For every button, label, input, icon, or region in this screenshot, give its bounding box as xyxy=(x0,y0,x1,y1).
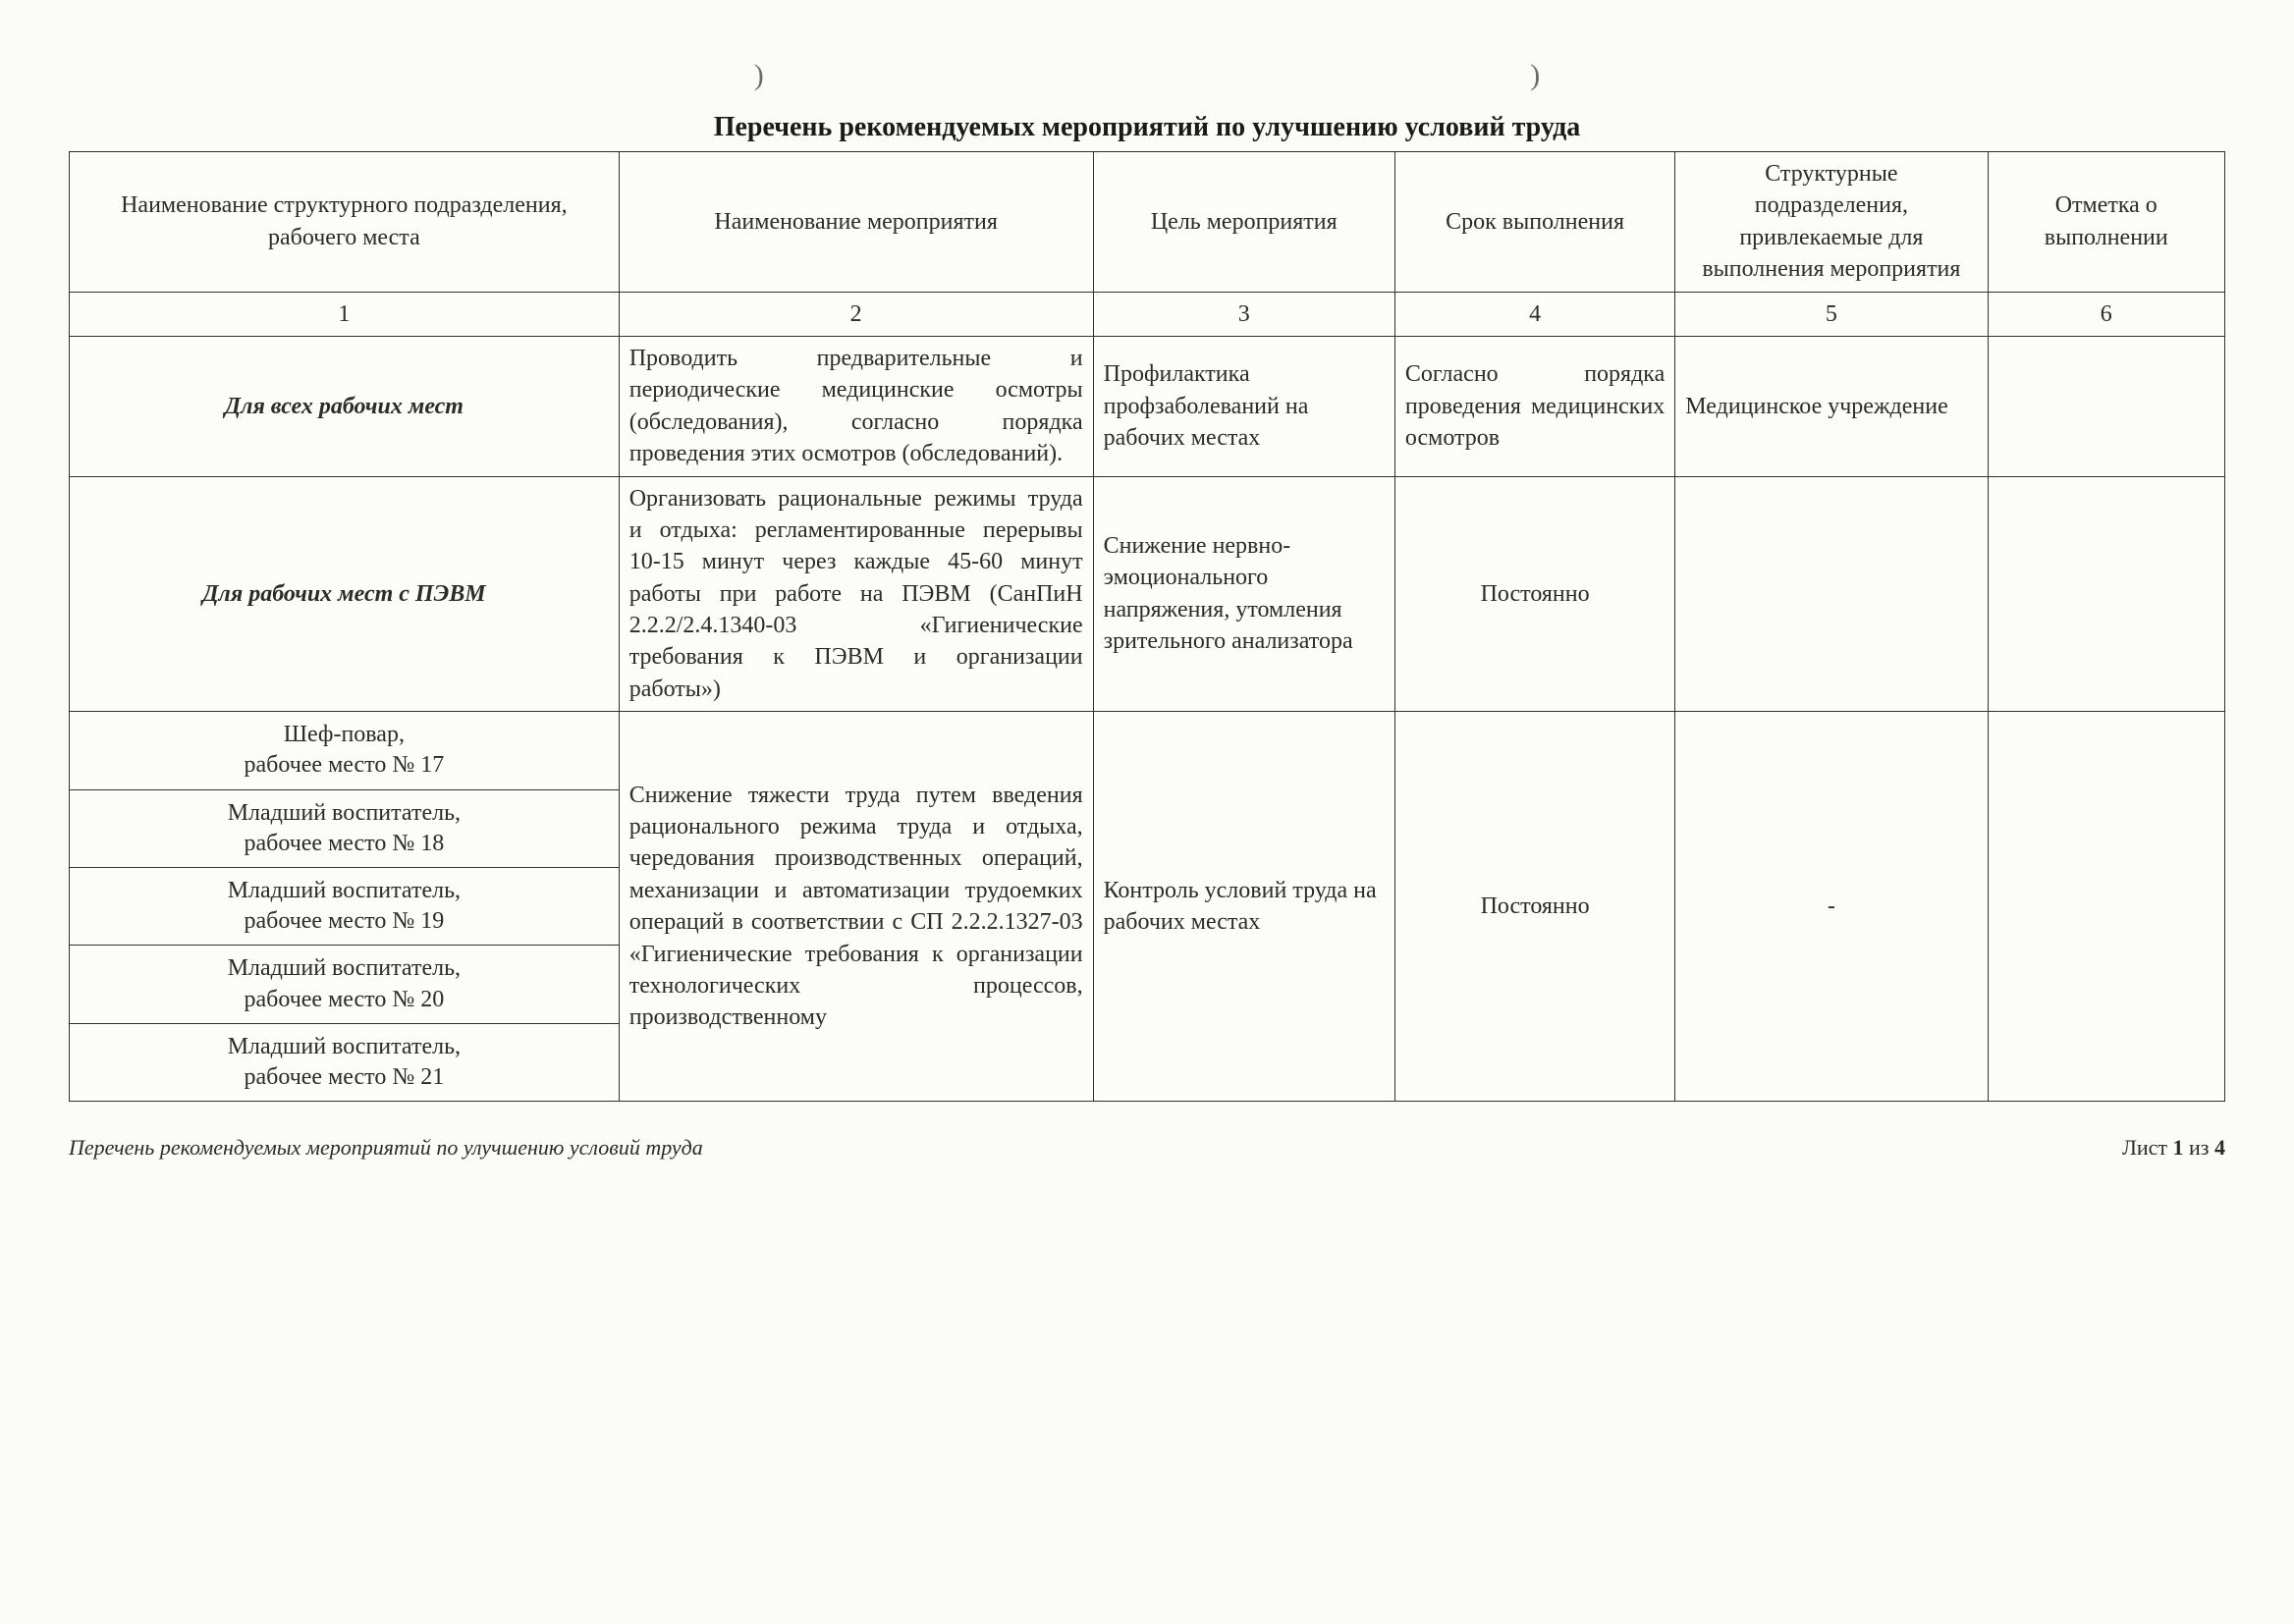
cell-r1c1: Для всех рабочих мест xyxy=(70,336,620,476)
subcell-line: рабочее место № 18 xyxy=(244,829,444,859)
footer-page-total: 4 xyxy=(2214,1135,2225,1160)
cell-r3c6 xyxy=(1988,712,2224,1102)
cell-r3c4: Постоянно xyxy=(1394,712,1674,1102)
cell-r1c5: Медицинское учреждение xyxy=(1675,336,1988,476)
numcol-2: 2 xyxy=(619,292,1093,336)
page-title: Перечень рекомендуемых мероприятий по ул… xyxy=(69,112,2225,143)
page-footer: Перечень рекомендуемых мероприятий по ул… xyxy=(69,1135,2225,1161)
subcell-workplace-19: Младший воспитатель, рабочее место № 19 xyxy=(70,868,619,946)
cell-r3c2: Снижение тяжести труда путем введения ра… xyxy=(619,712,1093,1102)
cell-r1c6 xyxy=(1988,336,2224,476)
page-top-marks: ) ) xyxy=(69,59,2225,92)
subcell-line: рабочее место № 19 xyxy=(244,906,444,937)
cell-r2c1: Для рабочих мест с ПЭВМ xyxy=(70,476,620,712)
numcol-6: 6 xyxy=(1988,292,2224,336)
subcell-line: Младший воспитатель, xyxy=(228,1032,461,1062)
cell-r2c3: Снижение нервно-эмоционального напряжени… xyxy=(1093,476,1394,712)
subcell-line: Младший воспитатель, xyxy=(228,798,461,829)
paren-mark-left: ) xyxy=(754,59,764,92)
document-page: ) ) Перечень рекомендуемых мероприятий п… xyxy=(69,59,2225,1161)
cell-r1c4: Согласно порядка проведения медицинских … xyxy=(1394,336,1674,476)
header-col3: Цель мероприятия xyxy=(1093,152,1394,293)
footer-page-pre: Лист xyxy=(2122,1135,2173,1160)
footer-title: Перечень рекомендуемых мероприятий по ул… xyxy=(69,1135,703,1161)
header-col1: Наименование структурного подразделения,… xyxy=(70,152,620,293)
subcell-workplace-17: Шеф-повар, рабочее место № 17 xyxy=(70,712,619,789)
numcol-4: 4 xyxy=(1394,292,1674,336)
header-col5: Структурные подразделения, привлекаемые … xyxy=(1675,152,1988,293)
cell-r3c3: Контроль условий труда на рабочих местах xyxy=(1093,712,1394,1102)
subcell-line: рабочее место № 21 xyxy=(244,1062,444,1093)
header-col4: Срок выполнения xyxy=(1394,152,1674,293)
paren-mark-right: ) xyxy=(1530,59,1540,92)
cell-r2c4: Постоянно xyxy=(1394,476,1674,712)
table-row: Для всех рабочих мест Проводить предвари… xyxy=(70,336,2225,476)
cell-r1c2: Проводить предварительные и периодически… xyxy=(619,336,1093,476)
numcol-5: 5 xyxy=(1675,292,1988,336)
footer-page-mid: из xyxy=(2184,1135,2214,1160)
cell-r3c5: - xyxy=(1675,712,1988,1102)
subcell-workplace-21: Младший воспитатель, рабочее место № 21 xyxy=(70,1024,619,1101)
table-row: Для рабочих мест с ПЭВМ Организовать рац… xyxy=(70,476,2225,712)
footer-page-indicator: Лист 1 из 4 xyxy=(2122,1135,2225,1161)
subcell-line: Младший воспитатель, xyxy=(228,953,461,984)
footer-page-current: 1 xyxy=(2173,1135,2184,1160)
numcol-1: 1 xyxy=(70,292,620,336)
header-col2: Наименование мероприятия xyxy=(619,152,1093,293)
subcell-workplace-18: Младший воспитатель, рабочее место № 18 xyxy=(70,790,619,868)
table-row: Шеф-повар, рабочее место № 17 Младший во… xyxy=(70,712,2225,1102)
measures-table: Наименование структурного подразделения,… xyxy=(69,151,2225,1102)
header-col6: Отметка о выполнении xyxy=(1988,152,2224,293)
numcol-3: 3 xyxy=(1093,292,1394,336)
subcell-workplace-20: Младший воспитатель, рабочее место № 20 xyxy=(70,946,619,1023)
cell-r1c3: Профилактика профзаболеваний на рабочих … xyxy=(1093,336,1394,476)
cell-r2c6 xyxy=(1988,476,2224,712)
subcell-line: Шеф-повар, xyxy=(284,720,405,750)
subcell-line: Младший воспитатель, xyxy=(228,876,461,906)
cell-r3c1-stack: Шеф-повар, рабочее место № 17 Младший во… xyxy=(70,712,620,1102)
cell-r2c2: Организовать рациональные режимы труда и… xyxy=(619,476,1093,712)
cell-r2c5 xyxy=(1675,476,1988,712)
subcell-line: рабочее место № 20 xyxy=(244,985,444,1015)
subcell-line: рабочее место № 17 xyxy=(244,750,444,781)
table-number-row: 1 2 3 4 5 6 xyxy=(70,292,2225,336)
table-header-row: Наименование структурного подразделения,… xyxy=(70,152,2225,293)
